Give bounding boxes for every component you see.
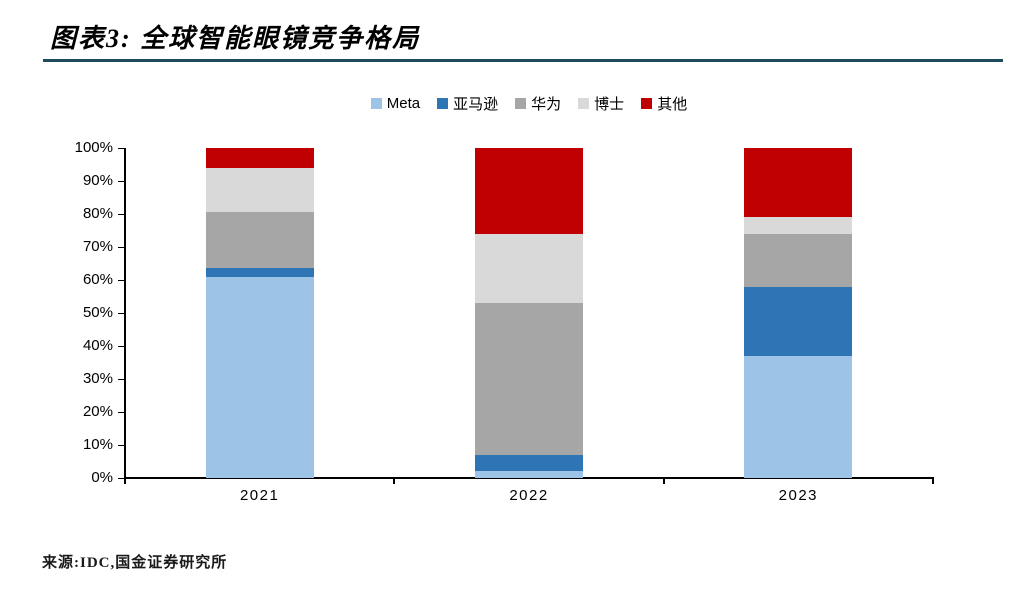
legend-item: Meta	[370, 95, 421, 112]
x-axis-tick-mark	[932, 478, 934, 484]
y-axis-tick-label: 30%	[82, 370, 113, 387]
title-underline	[43, 59, 1003, 62]
bar-2022	[475, 148, 583, 478]
legend-label: 其他	[657, 96, 688, 113]
bar-segment-2023-博士	[744, 217, 853, 234]
bar-2023	[744, 148, 853, 478]
legend-label: 华为	[531, 96, 562, 113]
legend-label: 博士	[594, 96, 625, 113]
bar-segment-2023-华为	[744, 233, 853, 287]
y-axis-tick-mark	[118, 246, 124, 248]
x-axis-tick-mark	[124, 478, 126, 484]
legend-swatch-icon	[370, 98, 382, 109]
y-axis-tick-label: 20%	[82, 403, 113, 420]
chart-legend: Meta 亚马逊 华为 博士 其他	[125, 93, 933, 114]
y-axis-tick-mark	[118, 378, 124, 380]
x-axis-line	[124, 477, 934, 479]
bar-segment-2022-其他	[475, 148, 583, 234]
bar-segment-2021-亚马逊	[205, 268, 314, 277]
x-axis-tick-mark	[662, 478, 665, 484]
y-axis-tick-mark	[118, 411, 124, 413]
bar-segment-2021-华为	[205, 212, 314, 269]
x-axis-category-label: 2023	[778, 487, 819, 504]
bar-segment-2022-博士	[475, 233, 583, 304]
y-axis-tick-mark	[118, 444, 124, 446]
y-axis-tick-label: 80%	[82, 205, 113, 222]
y-axis-tick-mark	[118, 213, 124, 215]
y-axis-tick-mark	[118, 477, 124, 479]
legend-label: 亚马逊	[453, 96, 499, 113]
legend-label: Meta	[386, 95, 421, 112]
bar-segment-2021-Meta	[205, 276, 314, 478]
y-axis-tick-label: 10%	[82, 436, 113, 453]
legend-item: 博士	[578, 93, 624, 114]
bar-2021	[205, 148, 314, 478]
y-axis-tick-mark	[118, 147, 124, 149]
bar-segment-2023-亚马逊	[744, 286, 853, 356]
legend-swatch-icon	[578, 98, 590, 109]
x-axis-tick-mark	[393, 478, 396, 484]
y-axis-tick-label: 70%	[82, 238, 113, 255]
y-axis-tick-label: 100%	[74, 139, 113, 156]
y-axis-tick-mark	[118, 180, 124, 182]
x-axis-category-label: 2022	[509, 487, 549, 504]
y-axis-tick-mark	[118, 312, 124, 314]
bar-segment-2023-Meta	[744, 355, 853, 478]
y-axis-tick-mark	[118, 345, 124, 347]
y-axis-tick-mark	[118, 279, 124, 281]
bar-segment-2023-其他	[744, 148, 853, 218]
y-axis-tick-label: 50%	[82, 304, 113, 321]
bar-segment-2021-博士	[205, 167, 314, 213]
legend-swatch-icon	[641, 98, 653, 109]
source-note: 来源:IDC,国金证券研究所	[42, 555, 228, 571]
x-axis-category-label: 2021	[239, 487, 280, 504]
legend-swatch-icon	[515, 98, 527, 109]
y-axis-tick-label: 90%	[82, 172, 113, 189]
bar-segment-2021-其他	[205, 148, 314, 168]
bar-segment-2022-华为	[475, 303, 583, 455]
y-axis-tick-label: 40%	[82, 337, 113, 354]
legend-swatch-icon	[437, 98, 449, 109]
bar-segment-2022-Meta	[475, 471, 583, 478]
y-axis-tick-label: 0%	[91, 469, 113, 486]
legend-item: 华为	[515, 93, 561, 114]
bar-segment-2022-亚马逊	[475, 454, 583, 472]
y-axis-tick-label: 60%	[82, 271, 113, 288]
chart-title: 图表3: 全球智能眼镜竞争格局	[50, 24, 421, 53]
legend-item: 亚马逊	[437, 93, 498, 114]
y-axis-line	[124, 148, 126, 478]
legend-item: 其他	[641, 93, 687, 114]
